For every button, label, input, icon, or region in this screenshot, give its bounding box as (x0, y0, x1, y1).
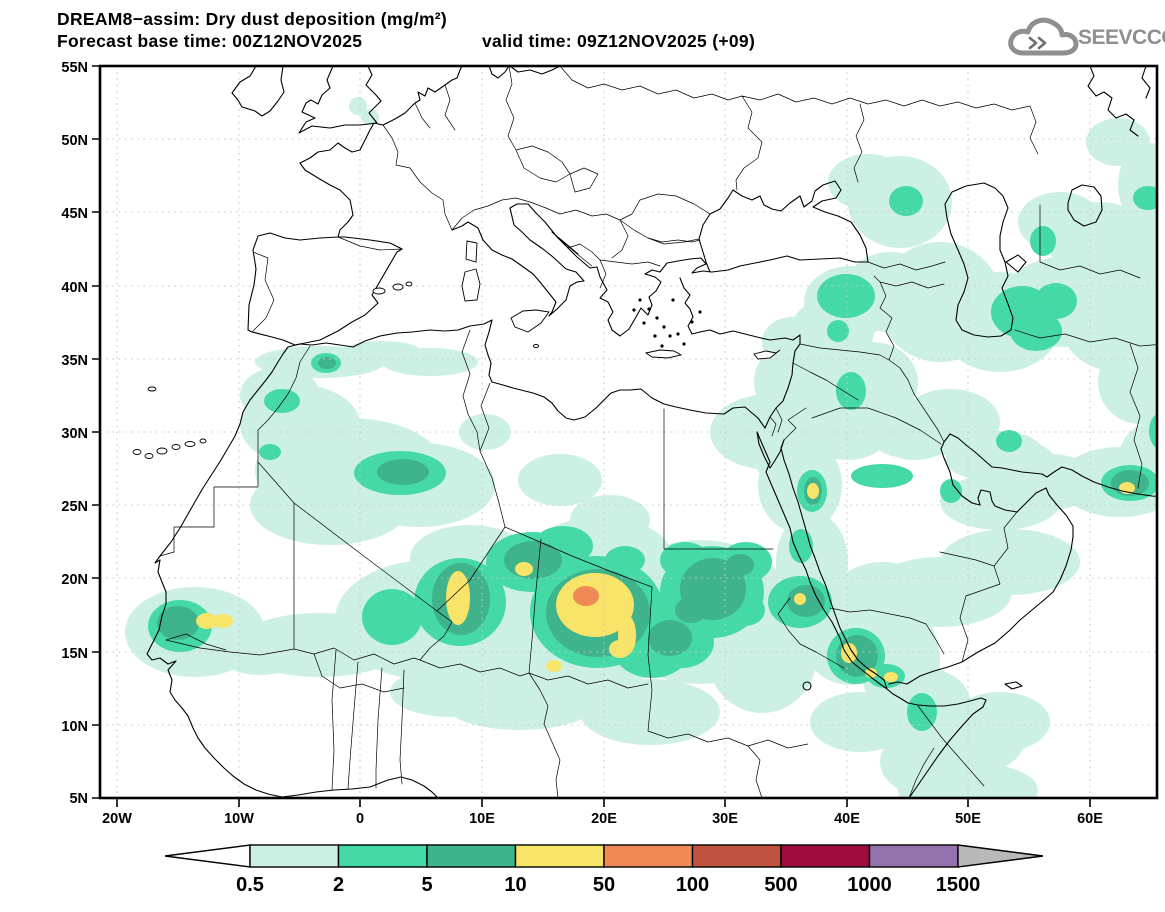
colorbar-label: 500 (764, 874, 797, 896)
colorbar-cell (603, 844, 694, 868)
lat-label: 50N (61, 133, 88, 149)
lon-label: 0 (356, 811, 364, 827)
lat-label: 25N (61, 499, 88, 515)
lat-axis: 55N 50N 45N 40N 35N 30N 25N 20N 15N 10N … (61, 60, 88, 807)
lon-label: 30E (712, 811, 738, 827)
lat-label: 10N (61, 719, 88, 735)
colorbar-cell (337, 844, 428, 868)
lon-label: 60E (1077, 811, 1103, 827)
colorbar-label: 5 (421, 874, 432, 896)
colorbar-label: 1500 (936, 874, 981, 896)
lon-label: 10W (224, 811, 254, 827)
seevccc-logo-text: SEEVCCC (1078, 26, 1165, 49)
lon-label: 40E (834, 811, 860, 827)
lat-label: 30N (61, 426, 88, 442)
axis-ticks (92, 65, 1091, 807)
graticule (100, 66, 1157, 798)
lat-label: 20N (61, 572, 88, 588)
dust-layer-50 (573, 586, 599, 606)
colorbar-label: 0.5 (236, 874, 264, 896)
colorbar-cell (249, 844, 340, 868)
lon-label: 10E (469, 811, 495, 827)
dust-layer-10 (196, 482, 1135, 682)
colorbar-label: 100 (676, 874, 709, 896)
colorbar-cell (780, 844, 871, 868)
cloud-icon (1008, 17, 1079, 56)
lon-label: 20W (102, 811, 132, 827)
colorbar-arrow-right (957, 844, 1044, 868)
lat-label: 45N (61, 206, 88, 222)
lat-label: 15N (61, 646, 88, 662)
colorbar-arrow-left (164, 844, 251, 868)
colorbar-label: 1000 (847, 874, 892, 896)
valid-time: valid time: 09Z12NOV2025 (+09) (482, 31, 756, 51)
lon-label: 50E (955, 811, 981, 827)
colorbar-label: 10 (504, 874, 526, 896)
lat-label: 5N (69, 791, 88, 807)
forecast-base-time: Forecast base time: 00Z12NOV2025 (57, 31, 363, 51)
coastlines (146, 66, 1157, 798)
lat-label: 55N (61, 60, 88, 76)
colorbar-cell (691, 844, 782, 868)
page-title: DREAM8−assim: Dry dust deposition (mg/m²… (57, 9, 448, 29)
colorbar-cell (514, 844, 605, 868)
colorbar-label: 50 (593, 874, 615, 896)
colorbar-cell (426, 844, 517, 868)
lat-label: 35N (61, 353, 88, 369)
lon-label: 20E (591, 811, 617, 827)
lon-axis: 20W 10W 0 10E 20E 30E 40E 50E 60E (102, 811, 1103, 827)
country-borders (159, 66, 1157, 798)
colorbar: 0.5 2 5 10 50 100 500 1000 1500 (164, 844, 1044, 896)
colorbar-label: 2 (333, 874, 344, 896)
colorbar-cell (868, 844, 959, 868)
lat-label: 40N (61, 280, 88, 296)
islands (132, 240, 781, 459)
